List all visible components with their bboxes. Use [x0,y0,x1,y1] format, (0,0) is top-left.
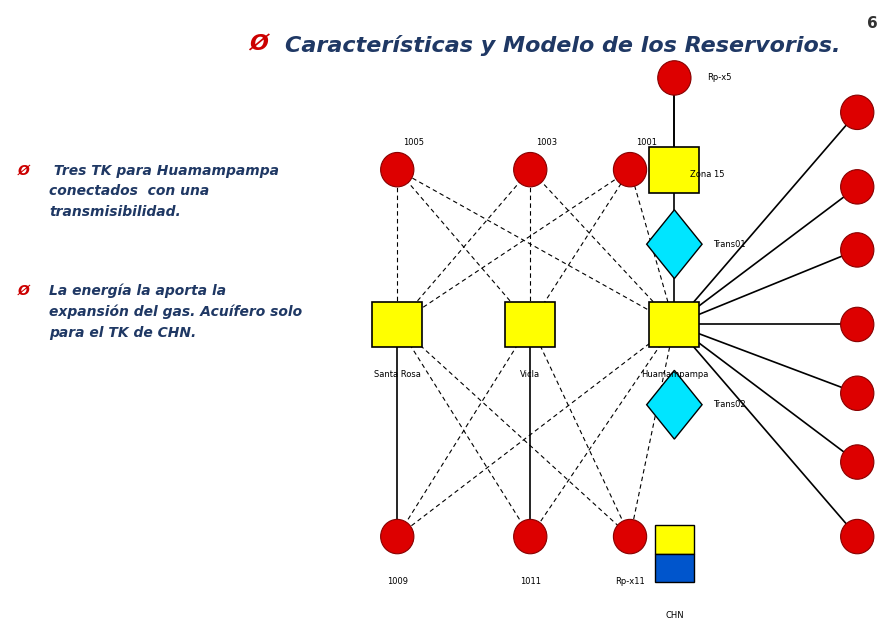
Text: Trans01: Trans01 [713,239,746,249]
Text: Tres TK para Huamampampa
conectados  con una
transmisibilidad.: Tres TK para Huamampampa conectados con … [49,164,279,219]
Circle shape [840,169,874,204]
FancyBboxPatch shape [505,302,555,347]
Text: Trans02: Trans02 [713,400,746,410]
Polygon shape [647,210,702,278]
Circle shape [658,60,691,95]
Text: Características y Modelo de los Reservorios.: Características y Modelo de los Reservor… [285,35,840,55]
FancyBboxPatch shape [655,525,694,554]
Text: Huamampampa: Huamampampa [641,370,708,379]
Circle shape [840,95,874,130]
Circle shape [840,519,874,554]
Text: Ø: Ø [18,284,29,297]
Text: 1003: 1003 [536,138,558,147]
FancyBboxPatch shape [372,302,422,347]
Circle shape [840,232,874,267]
Circle shape [840,307,874,341]
Text: 1005: 1005 [404,138,424,147]
Circle shape [613,152,647,187]
FancyBboxPatch shape [650,302,699,347]
Polygon shape [647,370,702,439]
Circle shape [380,152,414,187]
Circle shape [840,445,874,479]
Text: Ø: Ø [18,164,29,178]
FancyBboxPatch shape [650,147,699,193]
Text: Rp-x11: Rp-x11 [615,576,645,586]
Text: Santa Rosa: Santa Rosa [374,370,421,379]
Circle shape [840,376,874,411]
Text: 6: 6 [867,16,878,31]
Circle shape [613,519,647,554]
Text: Ø: Ø [249,35,268,55]
Text: CHN: CHN [665,611,683,620]
Text: 1001: 1001 [636,138,658,147]
Circle shape [513,519,547,554]
Circle shape [380,519,414,554]
Text: Zona 15: Zona 15 [691,169,725,179]
Text: 1011: 1011 [519,576,541,586]
Text: Rp-x5: Rp-x5 [707,74,732,83]
FancyBboxPatch shape [655,554,694,582]
Text: Vicla: Vicla [520,370,540,379]
Circle shape [513,152,547,187]
Text: La energía la aporta la
expansión del gas. Acuífero solo
para el TK de CHN.: La energía la aporta la expansión del ga… [49,284,302,340]
Text: 1009: 1009 [387,576,408,586]
